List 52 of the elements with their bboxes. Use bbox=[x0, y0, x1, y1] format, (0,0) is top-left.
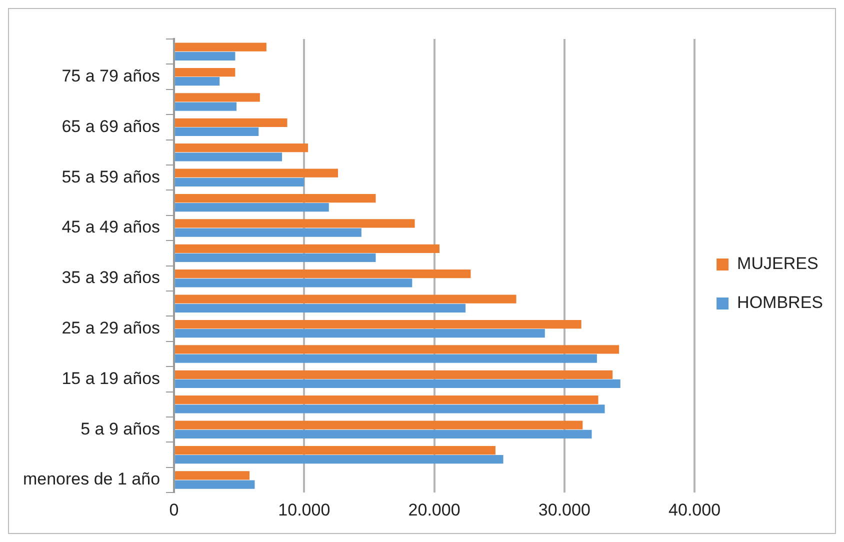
x-tick-label: 20.000 bbox=[408, 500, 460, 520]
bar bbox=[175, 253, 376, 262]
bar bbox=[175, 329, 545, 338]
x-tick-label: 40.000 bbox=[668, 500, 721, 520]
bar bbox=[175, 294, 516, 304]
y-tick-label: 65 a 69 años bbox=[62, 116, 160, 136]
bar bbox=[175, 93, 260, 102]
x-tick-label: 10.000 bbox=[278, 500, 330, 520]
bar bbox=[175, 345, 620, 354]
bar bbox=[175, 396, 598, 404]
bar bbox=[175, 278, 412, 288]
bar bbox=[175, 430, 592, 438]
bar bbox=[175, 68, 236, 77]
bar bbox=[175, 446, 496, 455]
bar bbox=[175, 354, 597, 363]
y-tick-label: 75 a 79 años bbox=[62, 66, 160, 86]
bar bbox=[175, 471, 250, 480]
bar bbox=[175, 42, 266, 52]
bar bbox=[175, 228, 362, 237]
y-tick-label: menores de 1 año bbox=[22, 470, 160, 489]
bar bbox=[175, 127, 259, 136]
bar bbox=[175, 455, 504, 464]
bar bbox=[175, 102, 236, 111]
legend-label: HOMBRES bbox=[737, 293, 824, 312]
bar bbox=[175, 420, 583, 430]
bar bbox=[175, 370, 613, 379]
y-tick-label: 5 a 9 años bbox=[80, 419, 160, 438]
bar bbox=[175, 77, 220, 86]
bar bbox=[175, 152, 282, 162]
y-tick-label: 15 a 19 años bbox=[62, 368, 160, 388]
bar bbox=[175, 480, 255, 489]
y-tick-label: 35 a 39 años bbox=[62, 268, 160, 288]
y-tick-label: 25 a 29 años bbox=[62, 318, 160, 338]
bar bbox=[175, 404, 605, 414]
bar bbox=[175, 52, 236, 60]
bar bbox=[175, 203, 329, 212]
y-tick-label: 45 a 49 años bbox=[62, 218, 160, 237]
bar bbox=[175, 244, 440, 253]
y-tick-label: 55 a 59 años bbox=[62, 167, 160, 186]
bar bbox=[175, 270, 471, 278]
bar bbox=[175, 379, 620, 388]
bar bbox=[175, 144, 308, 152]
bar bbox=[175, 168, 338, 178]
bar bbox=[175, 320, 582, 329]
bar bbox=[175, 178, 304, 186]
x-tick-label: 0 bbox=[169, 500, 179, 520]
x-tick-label: 30.000 bbox=[538, 500, 590, 520]
bar bbox=[175, 304, 466, 312]
bar bbox=[175, 118, 288, 127]
legend-label: MUJERES bbox=[737, 254, 818, 274]
bar bbox=[175, 194, 376, 203]
bar bbox=[175, 219, 415, 228]
